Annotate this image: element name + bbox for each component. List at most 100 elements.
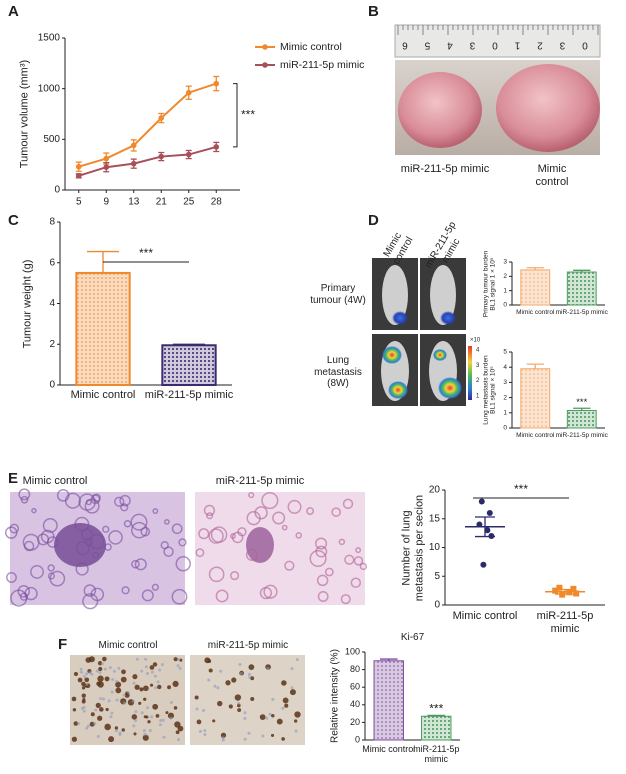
- annotation: ***: [576, 397, 587, 408]
- y-tick-label: 0: [503, 425, 507, 432]
- nucleus: [178, 666, 182, 670]
- nucleus: [261, 734, 265, 738]
- tissue: [30, 564, 44, 579]
- label: Mimic control: [98, 640, 158, 651]
- nucleus: [138, 701, 142, 705]
- nucleus: [225, 680, 231, 686]
- x-tick-label: miR-211-5p mimic: [555, 432, 608, 439]
- y-tick-label: 2: [503, 394, 507, 401]
- marker: [103, 164, 110, 170]
- y-tick-label: 3: [503, 259, 507, 266]
- tissue: [208, 566, 225, 583]
- nucleus: [155, 713, 160, 718]
- tissue: [178, 538, 187, 547]
- tissue: [175, 556, 191, 572]
- nucleus: [82, 698, 86, 702]
- x-tick-label: 25: [183, 197, 195, 208]
- nucleus: [107, 699, 111, 703]
- nucleus: [111, 678, 115, 682]
- tissue: [272, 511, 286, 525]
- nucleus: [100, 662, 104, 666]
- nucleus: [117, 666, 121, 670]
- nucleus: [159, 719, 163, 723]
- y-tick-label: 100: [345, 646, 360, 656]
- marker: [130, 142, 137, 149]
- tissue: [9, 523, 20, 534]
- data-point: [480, 561, 487, 568]
- tissue: [284, 560, 295, 571]
- nucleus: [114, 729, 118, 733]
- bracket: [233, 83, 238, 148]
- y-tick-label: 1000: [38, 83, 61, 94]
- bar: [566, 271, 597, 306]
- scale-tick: 2: [476, 378, 480, 384]
- marker: [75, 173, 82, 179]
- marker: [103, 155, 110, 162]
- nucleus: [127, 691, 131, 695]
- tissue: [215, 589, 229, 603]
- y-tick-label: 5: [434, 571, 440, 582]
- nucleus: [103, 667, 107, 671]
- nucleus: [160, 663, 164, 667]
- tissue: [315, 545, 328, 558]
- nucleus: [194, 695, 199, 700]
- tissue: [287, 499, 302, 514]
- tissue: [84, 498, 100, 514]
- signal: [392, 311, 408, 325]
- nucleus: [110, 690, 114, 694]
- nucleus: [120, 676, 127, 683]
- y-tick-label: 10: [429, 542, 441, 553]
- nucleus: [158, 668, 162, 672]
- nucleus: [247, 672, 251, 676]
- tissue: [210, 526, 228, 543]
- nucleus: [173, 706, 178, 710]
- tissue: [245, 548, 259, 562]
- nucleus: [149, 665, 155, 670]
- nucleus: [276, 718, 283, 725]
- nucleus: [122, 701, 126, 705]
- nucleus: [202, 709, 206, 713]
- nucleus: [97, 681, 104, 688]
- x-tick-label: Mimic control: [70, 389, 136, 401]
- y-tick-label: 80: [350, 664, 360, 674]
- marker: [75, 163, 82, 170]
- x-tick-label: 21: [156, 197, 168, 208]
- y-tick-label: 0: [503, 302, 507, 309]
- y-tick-label: 20: [429, 485, 441, 496]
- nucleus: [290, 686, 294, 690]
- label: miR-211-5p mimic: [207, 640, 289, 651]
- nucleus: [97, 715, 103, 721]
- nucleus: [144, 657, 148, 661]
- tissue: [80, 528, 93, 541]
- tissue: [119, 494, 131, 507]
- nucleus: [147, 720, 151, 724]
- nucleus: [237, 701, 241, 705]
- legend-label: Mimic control: [280, 41, 342, 53]
- y-tick-label: 0: [54, 185, 60, 196]
- nucleus: [153, 674, 157, 678]
- panel-letter: B: [368, 3, 379, 20]
- y-axis-label: Relative intensity (%): [329, 649, 341, 743]
- ruler-number: 2: [537, 39, 543, 50]
- x-tick-label: miR-211-5p mimic: [413, 744, 460, 765]
- nucleus: [169, 701, 173, 705]
- color-scale: [468, 346, 472, 400]
- tissue: [171, 523, 183, 535]
- nucleus: [196, 719, 202, 725]
- tissue: [141, 589, 154, 602]
- nucleus: [77, 722, 81, 726]
- bar: [520, 269, 551, 306]
- nucleus: [150, 683, 154, 687]
- nucleus: [95, 669, 99, 673]
- nucleus: [73, 671, 78, 677]
- panel-letter: E: [8, 470, 19, 487]
- tissue: [42, 517, 58, 533]
- nucleus: [115, 698, 119, 702]
- nucleus: [85, 672, 89, 676]
- nucleus: [228, 704, 233, 709]
- y-tick-label: 5: [503, 349, 507, 356]
- tissue: [18, 488, 31, 501]
- tissue: [295, 532, 303, 539]
- histology-image: [195, 492, 365, 605]
